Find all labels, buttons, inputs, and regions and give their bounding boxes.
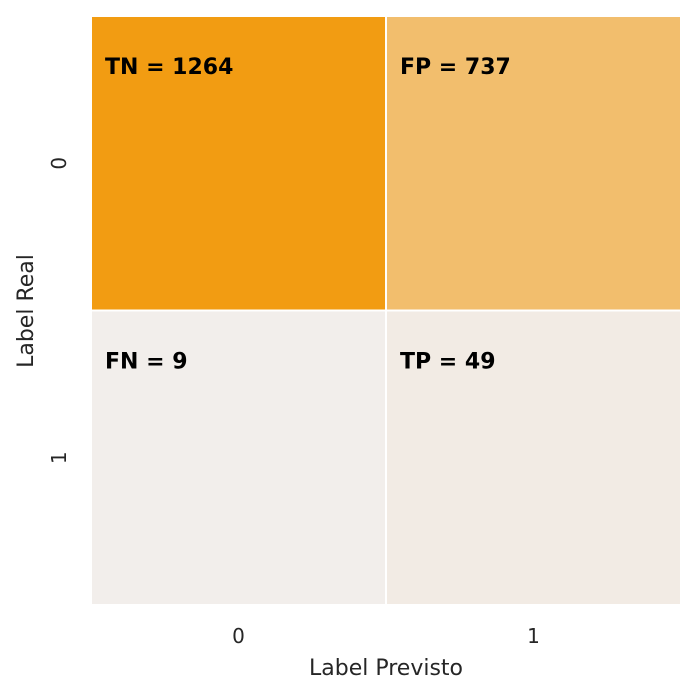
- heatmap-cell-r1-c0: [90, 309, 387, 606]
- y-tick-label-0: 0: [47, 157, 71, 170]
- heatmap-cell-r0-c1: [385, 15, 682, 312]
- y-axis-ticks: 01: [47, 157, 71, 464]
- cell-label-r0-c1: FP = 737: [400, 55, 511, 80]
- y-tick-label-1: 1: [47, 451, 71, 464]
- x-axis-title: Label Previsto: [309, 656, 463, 681]
- cell-label-r0-c0: TN = 1264: [105, 55, 233, 80]
- heatmap-cell-r1-c1: [385, 309, 682, 606]
- x-tick-label-0: 0: [232, 624, 245, 648]
- heatmap-cell-labels: TN = 1264 FP = 737 FN = 9 TP = 49: [105, 55, 511, 375]
- heatmap-cell-r0-c0: [90, 15, 387, 312]
- cell-label-r1-c0: FN = 9: [105, 350, 188, 375]
- heatmap-cells: [90, 15, 682, 606]
- y-axis-title: Label Real: [14, 254, 39, 368]
- x-tick-label-1: 1: [527, 624, 540, 648]
- cell-label-r1-c1: TP = 49: [400, 350, 496, 375]
